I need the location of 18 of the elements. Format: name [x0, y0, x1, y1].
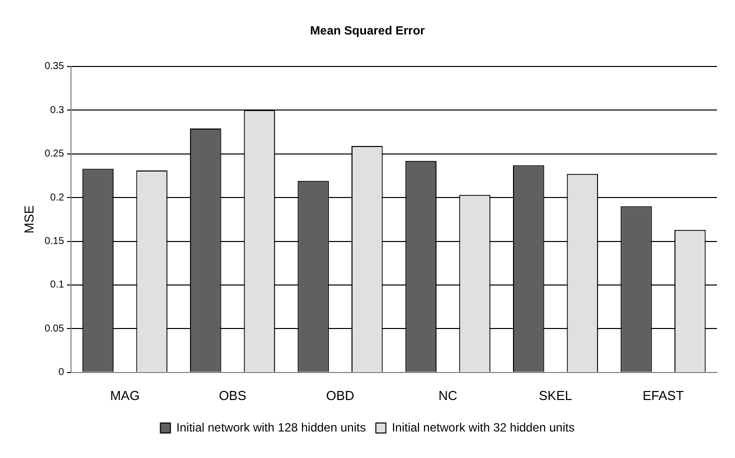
x-tick-label: EFAST — [642, 388, 684, 403]
x-tick-label: OBS — [218, 388, 247, 403]
x-tick-label: MAG — [110, 388, 140, 403]
y-tick-label: 0.15 — [44, 236, 64, 248]
y-tick-label: 0.2 — [50, 192, 64, 204]
y-tick-label: 0.05 — [44, 323, 64, 334]
y-tick-label: 0.35 — [44, 61, 64, 72]
chart-title: Mean Squared Error — [310, 24, 426, 38]
y-tick-label: 0 — [58, 367, 64, 378]
y-axis-title: MSE — [21, 204, 36, 234]
y-tick-label: 0.1 — [50, 280, 64, 291]
legend-label: Initial network with 32 hidden units — [392, 420, 575, 434]
x-tick-label: SKEL — [538, 388, 572, 403]
y-tick-label: 0.3 — [50, 104, 64, 116]
y-tick-label: 0.25 — [44, 148, 64, 160]
legend-label: Initial network with 128 hidden units — [176, 420, 366, 434]
x-tick-label: OBD — [326, 388, 354, 403]
x-tick-label: NC — [438, 388, 458, 403]
